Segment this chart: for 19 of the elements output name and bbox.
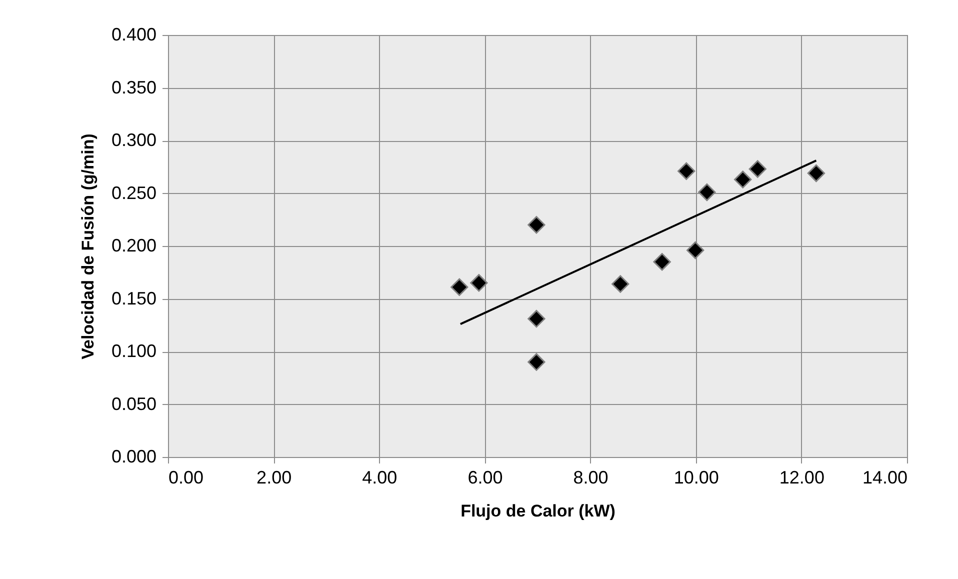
y-tick-label: 0.050	[111, 394, 156, 414]
y-tick-label: 0.200	[111, 236, 156, 256]
x-tick-label: 14.00	[862, 468, 908, 488]
y-tick-label: 0.400	[111, 24, 156, 44]
x-tick-label: 0.00	[168, 468, 204, 488]
x-tick-label: 12.00	[779, 468, 824, 488]
y-tick-label: 0.000	[111, 446, 156, 466]
x-tick-label: 2.00	[256, 468, 292, 488]
x-tick-label: 8.00	[573, 468, 608, 488]
x-tick-label: 4.00	[362, 468, 398, 488]
y-tick-label: 0.350	[111, 77, 156, 98]
x-axis-title: Flujo de Calor (kW)	[460, 502, 616, 520]
y-tick-label: 0.300	[111, 130, 156, 150]
y-tick-label: 0.150	[111, 288, 156, 308]
y-tick-label: 0.250	[111, 182, 156, 203]
y-tick-label: 0.100	[111, 341, 156, 361]
x-tick-label: 10.00	[674, 468, 719, 488]
y-axis-title: Velocidad de Fusión (g/min)	[78, 134, 98, 360]
x-tick-label: 6.00	[468, 468, 503, 488]
